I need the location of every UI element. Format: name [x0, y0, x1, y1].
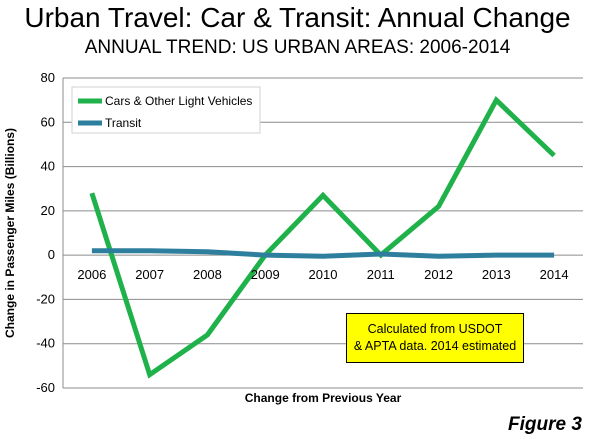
series-line-cars — [89, 96, 556, 379]
annotation-line-2: & APTA data. 2014 estimated — [353, 339, 517, 353]
y-tick-label: 0 — [48, 247, 55, 262]
grid-lines — [63, 77, 583, 389]
series-lines — [89, 96, 556, 379]
x-tick-label: 2011 — [367, 267, 395, 282]
x-tick-label: 2007 — [135, 267, 164, 282]
x-axis-title: Change from Previous Year — [245, 391, 402, 405]
y-tick-label: 40 — [41, 159, 55, 174]
y-tick-label: 20 — [41, 203, 55, 218]
y-tick-label: -40 — [36, 336, 55, 351]
x-tick-label: 2014 — [540, 267, 569, 282]
y-tick-label: 80 — [41, 70, 55, 85]
figure-label: Figure 3 — [508, 414, 582, 435]
legend: Cars & Other Light Vehicles Transit — [71, 86, 261, 134]
y-tick-label: -20 — [36, 291, 55, 306]
annotation-line-1: Calculated from USDOT — [367, 322, 503, 336]
tick-labels: 80 60 40 20 0 -20 -40 -60 2006 2007 2008 2009 2010 20… — [36, 70, 568, 395]
x-tick-label: 2010 — [309, 267, 338, 282]
x-tick-label: 2006 — [77, 267, 106, 282]
y-tick-label: -60 — [36, 380, 55, 395]
y-tick-label: 60 — [41, 114, 55, 129]
legend-box — [71, 86, 261, 134]
annotation-box: Calculated from USDOT & APTA data. 2014 … — [346, 313, 524, 363]
y-axis-title: Change in Passenger Miles (Billions) — [3, 128, 17, 338]
x-tick-label: 2013 — [482, 267, 511, 282]
x-tick-label: 2008 — [193, 267, 222, 282]
chart-title: Urban Travel: Car & Transit: Annual Chan… — [24, 2, 571, 33]
legend-label: Transit — [105, 116, 142, 130]
x-tick-label: 2009 — [251, 267, 280, 282]
series-line-transit — [91, 248, 555, 259]
chart-subtitle: ANNUAL TREND: US URBAN AREAS: 2006-2014 — [84, 37, 511, 58]
x-tick-label: 2012 — [424, 267, 453, 282]
legend-label: Cars & Other Light Vehicles — [105, 94, 252, 108]
